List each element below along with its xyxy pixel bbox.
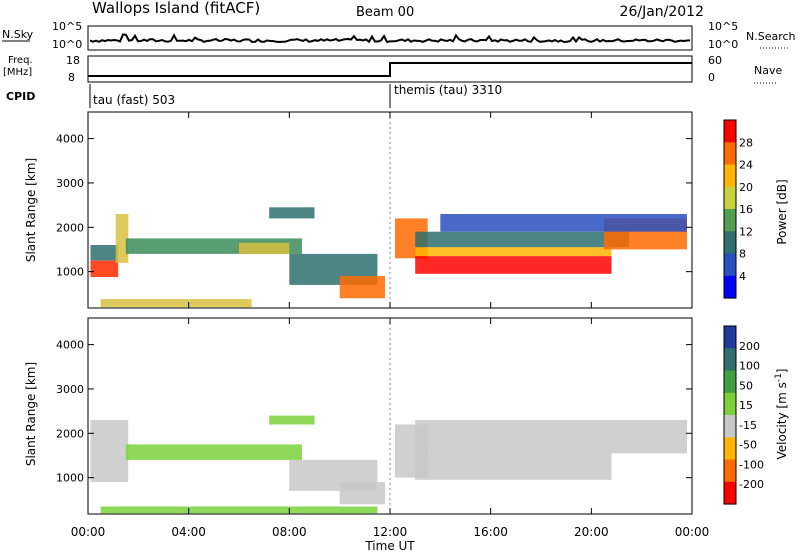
freq-unit: [MHz]: [3, 67, 32, 78]
velocity-echo-band-1: [125, 444, 302, 460]
velocity-ytick-label: 3000: [56, 383, 84, 396]
nsearch-bottom-tick: 10^0: [708, 38, 738, 51]
power-ylabel: Slant Range [km]: [24, 158, 38, 262]
beam-label: Beam 00: [356, 5, 414, 20]
nsky-panel: N.Sky 10^5 10^0 10^5 10^0 N.Search: [2, 20, 796, 51]
cpid-label: CPID: [6, 90, 35, 103]
velocity-colorbar-swatch-5: [724, 437, 736, 461]
velocity-panel: Slant Range [km] 1000 2000 3000 4000 200 100…: [24, 317, 789, 515]
x-axis-label: Time UT: [364, 539, 415, 553]
velocity-colorbar-tick: 200: [739, 340, 760, 353]
velocity-colorbar-swatch-7: [724, 481, 736, 505]
velocity-colorbar-swatch-3: [724, 392, 736, 416]
velocity-ytick-label: 4000: [56, 339, 84, 352]
power-ytick-label: 4000: [56, 133, 84, 146]
velocity-colorbar-swatch-2: [724, 370, 736, 394]
time-tick-label: 08:00: [272, 525, 307, 539]
power-colorbar-tick: 28: [739, 136, 753, 149]
cpid-segment-2: themis (tau) 3310: [394, 83, 502, 97]
freq-bottom-tick: 8: [68, 71, 75, 84]
velocity-colorbar-tick: 100: [739, 360, 760, 373]
nsky-bottom-tick: 10^0: [52, 38, 82, 51]
plot-title: Wallops Island (fitACF): [92, 0, 260, 17]
power-colorbar-swatch-4: [724, 209, 736, 232]
velocity-colorbar-tick: 15: [739, 399, 753, 412]
nave-top-tick: 60: [708, 54, 722, 67]
time-tick-label: 20:00: [574, 525, 609, 539]
velocity-ytick-label: 1000: [56, 472, 84, 485]
power-colorbar-tick: 20: [739, 181, 753, 194]
power-echo-band-14: [440, 214, 687, 232]
time-tick-label: 00:00: [675, 525, 710, 539]
power-colorbar-tick: 8: [739, 248, 746, 261]
power-colorbar-swatch-1: [724, 142, 736, 166]
freq-panel: Freq. [MHz] 18 8 60 0 Nave: [3, 54, 782, 84]
power-colorbar-tick: 4: [739, 270, 746, 283]
velocity-colorbar-swatch-0: [724, 326, 736, 349]
power-echo-band-10: [415, 256, 612, 274]
time-tick-label: 00:00: [71, 525, 106, 539]
cpid-row: CPID tau (fast) 503 themis (tau) 3310: [6, 83, 502, 108]
velocity-colorbar-label: Velocity [m s-1]: [774, 369, 789, 460]
nsky-trace: [89, 33, 691, 44]
freq-label: Freq.: [8, 55, 33, 66]
velocity-colorbar-frame: [723, 325, 737, 505]
power-echo-band-6: [339, 276, 385, 299]
nsky-label: N.Sky: [2, 28, 34, 41]
velocity-colorbar-tick: -100: [739, 458, 764, 471]
velocity-echo-band-8: [415, 420, 687, 454]
freq-top-tick: 18: [66, 54, 80, 67]
power-ytick-label: 2000: [56, 221, 84, 234]
velocity-echo-band-4: [100, 506, 378, 514]
power-colorbar-frame: [723, 119, 737, 299]
time-tick-label: 12:00: [373, 525, 408, 539]
power-colorbar-swatch-6: [724, 253, 736, 277]
date-label: 26/Jan/2012: [620, 4, 704, 20]
power-ytick-label: 3000: [56, 177, 84, 190]
nave-bottom-tick: 0: [708, 71, 715, 84]
freq-trace: [88, 62, 692, 77]
power-echo-band-8: [100, 299, 252, 308]
power-echo-band-11: [415, 247, 612, 257]
nsearch-top-tick: 10^5: [708, 20, 738, 33]
velocity-ylabel: Slant Range [km]: [24, 362, 38, 466]
velocity-colorbar-swatch-6: [724, 459, 736, 483]
power-colorbar-tick: 12: [739, 225, 753, 238]
power-colorbar-label: Power [dB]: [775, 179, 789, 244]
velocity-colorbar-tick: -200: [739, 478, 764, 491]
power-echo-band-0: [90, 260, 119, 277]
velocity-colorbar-swatch-1: [724, 348, 736, 372]
nsky-top-tick: 10^5: [52, 20, 82, 33]
nave-label: Nave: [754, 64, 782, 77]
power-colorbar-swatch-0: [724, 120, 736, 143]
power-echo-band-2: [115, 214, 129, 263]
power-echo-band-12: [415, 231, 630, 248]
velocity-colorbar-tick: -15: [739, 419, 757, 432]
power-panel: Slant Range [km] 1000 2000 3000 4000 28 24 20…: [24, 111, 789, 309]
power-echo-band-1: [90, 245, 119, 261]
power-ytick-label: 1000: [56, 266, 84, 279]
velocity-colorbar-tick: 50: [739, 379, 753, 392]
nsearch-label: N.Search: [746, 30, 796, 43]
power-colorbar-swatch-2: [724, 164, 736, 188]
power-colorbar-swatch-5: [724, 231, 736, 255]
velocity-colorbar-tick: -50: [739, 439, 757, 452]
time-tick-label: 04:00: [171, 525, 206, 539]
time-tick-label: 16:00: [473, 525, 508, 539]
power-colorbar-swatch-7: [724, 275, 736, 299]
power-colorbar-tick: 24: [739, 159, 753, 172]
velocity-colorbar-swatch-4: [724, 415, 736, 438]
velocity-echo-band-5: [269, 415, 315, 425]
velocity-echo-band-7: [415, 453, 612, 480]
velocity-echo-band-3: [339, 482, 385, 505]
power-echo-band-4: [239, 242, 290, 254]
power-colorbar-tick: 16: [739, 203, 753, 216]
power-colorbar-swatch-3: [724, 186, 736, 210]
cpid-segment-1: tau (fast) 503: [93, 93, 175, 107]
power-echo-band-7: [269, 207, 315, 219]
velocity-echo-band-0: [90, 420, 129, 483]
velocity-ytick-label: 2000: [56, 427, 84, 440]
